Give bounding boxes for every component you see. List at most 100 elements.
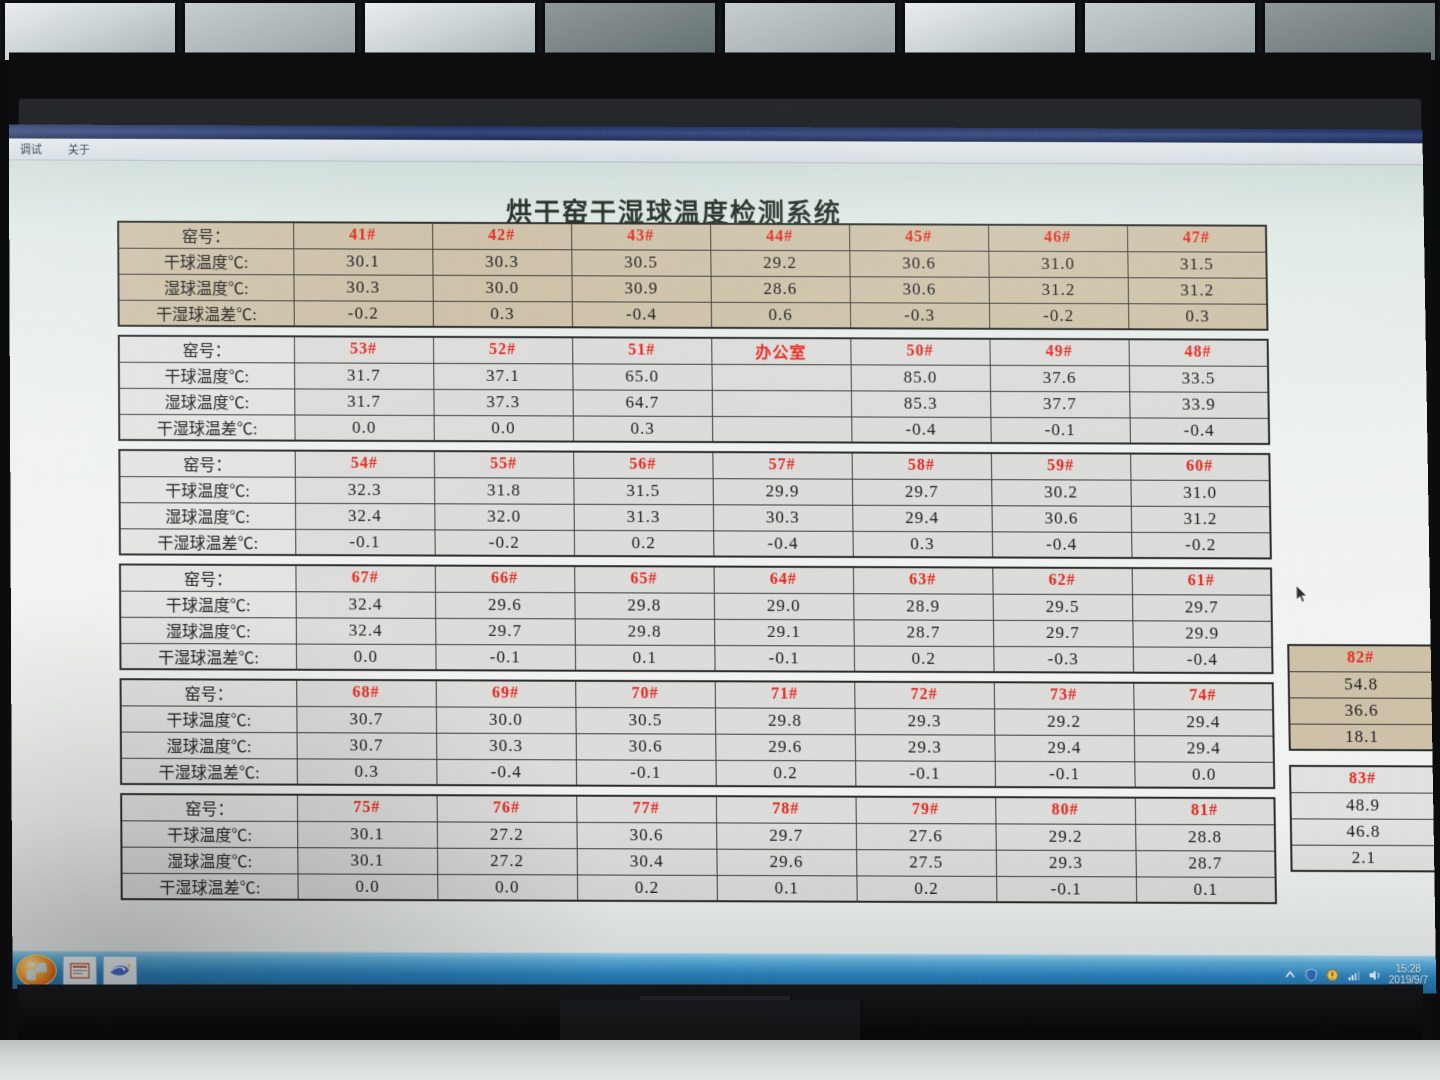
value-cell: 31.5	[573, 477, 713, 505]
value-cell: 29.8	[574, 618, 715, 646]
value-cell: 0.3	[1128, 303, 1268, 330]
value-cell: 30.1	[297, 820, 437, 848]
row-label: 干球温度℃:	[121, 820, 298, 848]
row-label-kiln: 窑号：	[119, 564, 296, 592]
value-cell: 28.8	[1135, 823, 1276, 851]
value-cell: 29.8	[714, 707, 855, 735]
value-cell: 30.0	[435, 706, 576, 734]
value-cell: -0.1	[855, 760, 996, 788]
application-window: 调试 关于 烘干窑干湿球温度检测系统 窑号： 41# 42# 43# 44# 45# 46#…	[8, 124, 1437, 994]
side-panel-table: 83# 48.9 46.8 2.1	[1288, 764, 1437, 873]
kiln-id-cell: 73#	[993, 682, 1134, 709]
kiln-id-cell: 67#	[295, 565, 435, 592]
value-cell: 33.5	[1128, 365, 1269, 392]
value-cell: -0.1	[990, 416, 1130, 444]
kiln-group-table: 窑号： 68# 69# 70# 71# 72# 73# 74# 干球温度℃: 30.7 30.0 30…	[119, 678, 1276, 790]
value-cell: 0.3	[572, 415, 713, 443]
kiln-groups-container: 窑号： 41# 42# 43# 44# 45# 46# 47# 干球温度℃: 30.1 30.3 30…	[117, 220, 1287, 913]
tray-shield-icon[interactable]	[1304, 967, 1318, 981]
taskbar-clock[interactable]: 15:28 2019/9/7	[1389, 963, 1428, 986]
table-row: 2.1	[1291, 844, 1437, 872]
value-cell: 31.2	[1127, 277, 1268, 304]
value-cell: 37.3	[433, 388, 573, 416]
kiln-id-cell: 72#	[854, 681, 995, 709]
value-cell: 29.6	[434, 591, 575, 619]
value-cell: 0.1	[716, 874, 857, 902]
value-cell: 31.0	[988, 250, 1128, 278]
value-cell: 0.2	[576, 874, 717, 902]
value-cell: 0.3	[852, 530, 993, 558]
value-cell: 31.8	[434, 477, 574, 504]
value-cell: 30.6	[991, 505, 1132, 532]
row-label: 湿球温度℃:	[119, 387, 295, 415]
value-cell: 30.9	[571, 275, 711, 302]
kiln-id-cell: 82#	[1288, 645, 1434, 672]
table-row: 干球温度℃: 30.7 30.0 30.5 29.8 29.3 29.2 29.4	[120, 705, 1274, 736]
kiln-id-cell: 77#	[576, 795, 717, 823]
value-cell: 37.7	[990, 390, 1130, 418]
value-cell: 30.0	[432, 274, 572, 302]
value-cell: -0.4	[1129, 417, 1270, 444]
value-cell: 30.3	[432, 248, 572, 276]
value-cell: 37.6	[989, 364, 1130, 392]
kiln-id-cell: 47#	[1126, 225, 1267, 252]
row-label: 干球温度℃:	[120, 705, 297, 733]
table-row: 干球温度℃: 32.4 29.6 29.8 29.0 28.9 29.5 29.7	[120, 590, 1272, 621]
start-button-icon[interactable]	[16, 953, 57, 987]
value-cell: 28.7	[1135, 850, 1276, 877]
menu-item-about[interactable]: 关于	[67, 144, 90, 157]
value-cell: 29.8	[574, 592, 715, 619]
kiln-id-cell: 58#	[851, 452, 992, 480]
value-cell: 29.7	[435, 617, 575, 645]
tray-expand-icon[interactable]	[1283, 967, 1297, 981]
kiln-id-cell: 57#	[712, 452, 852, 479]
value-cell: 36.6	[1288, 697, 1434, 725]
kiln-id-cell: 78#	[715, 796, 856, 823]
row-label: 干湿球温差℃:	[121, 872, 298, 900]
kiln-id-cell: 办公室	[711, 337, 851, 365]
quicklaunch-app-icon[interactable]	[102, 955, 138, 986]
value-cell: 29.9	[1132, 620, 1273, 647]
clock-time: 15:28	[1395, 963, 1421, 975]
quicklaunch-ie-icon[interactable]	[62, 955, 97, 986]
value-cell: 29.4	[852, 504, 992, 532]
value-cell: 0.1	[574, 644, 715, 672]
table-row: 46.8	[1290, 818, 1436, 846]
kiln-id-cell: 55#	[433, 451, 574, 478]
value-cell: 0.0	[433, 414, 574, 442]
value-cell: 30.3	[712, 504, 853, 531]
row-label: 湿球温度℃:	[121, 846, 298, 874]
row-label: 湿球温度℃:	[120, 616, 296, 644]
row-label: 干湿球温差℃:	[119, 528, 296, 556]
table-row: 窑号： 67# 66# 65# 64# 63# 62# 61#	[119, 564, 1272, 595]
tray-update-icon[interactable]	[1325, 968, 1339, 982]
value-cell: 31.5	[1127, 251, 1267, 278]
kiln-id-cell: 52#	[432, 336, 573, 364]
value-cell: 28.9	[853, 593, 993, 620]
tray-volume-icon[interactable]	[1368, 968, 1382, 982]
value-cell: 29.4	[994, 734, 1135, 762]
tray-network-icon[interactable]	[1346, 968, 1360, 982]
value-cell: 27.5	[856, 849, 997, 876]
value-cell	[711, 389, 852, 417]
menu-item-debug[interactable]: 调试	[19, 143, 42, 157]
row-label: 干球温度℃:	[118, 247, 294, 275]
value-cell: 29.6	[715, 733, 856, 761]
kiln-group-table: 窑号： 53# 52# 51# 办公室 50# 49# 48# 干球温度℃: 31.7 37.1 65…	[117, 334, 1271, 445]
value-cell: 29.1	[714, 618, 854, 646]
kiln-id-cell: 64#	[713, 566, 854, 594]
kiln-id-cell: 79#	[855, 796, 996, 824]
table-row: 干湿球温差℃: 0.0 0.0 0.2 0.1 0.2 -0.1 0.1	[121, 872, 1276, 904]
table-row: 54.8	[1288, 671, 1434, 698]
value-cell: 31.2	[988, 276, 1129, 304]
table-row: 窑号： 75# 76# 77# 78# 79# 80# 81#	[121, 794, 1275, 825]
window-client-area: 烘干窑干湿球温度检测系统 窑号： 41# 42# 43# 44# 45# 46# 47# 干球温…	[8, 160, 1437, 956]
value-cell: 32.0	[434, 503, 574, 530]
table-row: 干球温度℃: 30.1 30.3 30.5 29.2 30.6 31.0 31.5	[118, 247, 1267, 278]
table-row: 湿球温度℃: 30.1 27.2 30.4 29.6 27.5 29.3 28.7	[121, 846, 1276, 877]
value-cell: -0.2	[293, 300, 433, 327]
kiln-group-table: 窑号： 41# 42# 43# 44# 45# 46# 47# 干球温度℃: 30.1 30.3 30…	[117, 220, 1269, 331]
value-cell: 0.0	[297, 873, 438, 901]
kiln-id-cell: 43#	[571, 223, 711, 250]
